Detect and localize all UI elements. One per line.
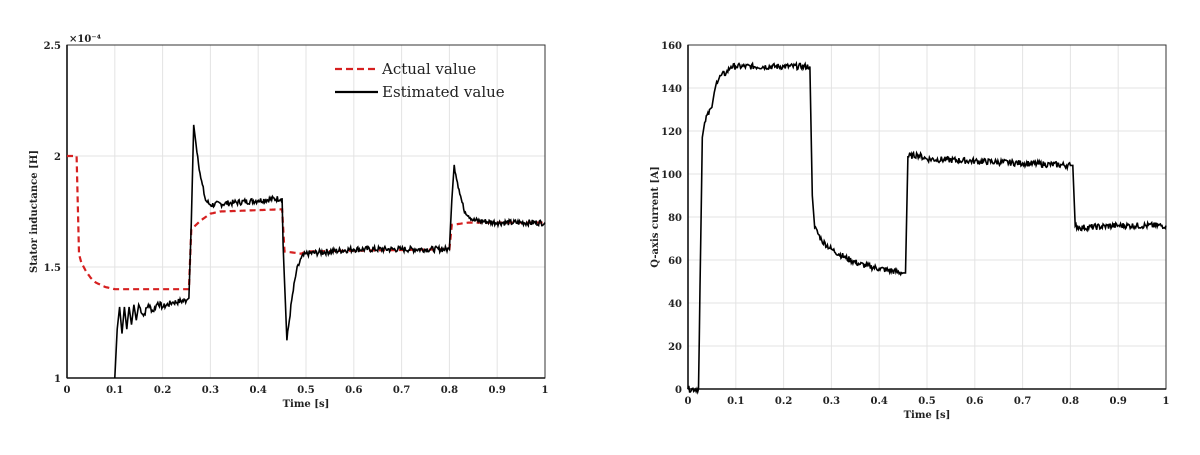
x-tick-label: 1 — [542, 385, 549, 396]
x-tick-label: 0.4 — [870, 396, 887, 407]
chart-2: 0 0.1 0.2 0.3 0.4 0.5 0.6 0.7 0.8 0.9 1 0 20 40 60 80 10… — [650, 41, 1169, 421]
legend-entry: Actual value — [381, 60, 476, 78]
y-tick-label: 2.5 — [44, 41, 61, 52]
x-tick-label: 0.4 — [249, 385, 266, 396]
x-tick-label: 0.6 — [966, 396, 983, 407]
series-line-2 — [114, 124, 546, 379]
x-tick-label: 0.3 — [202, 385, 219, 396]
y-tick-label: 40 — [668, 299, 682, 310]
x-axis-label: Time [s] — [283, 399, 330, 410]
y-tick-label: 160 — [661, 41, 682, 52]
y-tick-label: 60 — [668, 256, 682, 267]
x-tick-label: 0.2 — [775, 396, 792, 407]
chart-1: 0 0.1 0.2 0.3 0.4 0.5 0.6 0.7 0.8 0.9 1 1 1.5 2 2.5 Tim… — [29, 34, 548, 410]
x-tick-label: 0.5 — [918, 396, 935, 407]
y-axis-label: Q-axis current [A] — [650, 166, 661, 267]
x-tick-label: 0.2 — [154, 385, 171, 396]
x-tick-label: 0.7 — [393, 385, 410, 396]
y-axis-label: Stator inductance [H] — [29, 150, 40, 273]
y-tick-label: 0 — [675, 385, 682, 396]
legend: Actual value Estimated value — [335, 60, 505, 101]
x-tick-label: 0.9 — [488, 385, 505, 396]
series-line-1 — [687, 60, 1167, 395]
x-tick-label: 0.6 — [345, 385, 362, 396]
y-tick-label: 1.5 — [44, 263, 61, 274]
x-tick-label: 0.3 — [823, 396, 840, 407]
y-tick-label: 2 — [54, 152, 61, 163]
y-tick-label: 100 — [661, 170, 682, 181]
y-tick-label: 20 — [668, 342, 682, 353]
x-tick-label: 1 — [1163, 396, 1170, 407]
x-tick-label: 0.1 — [106, 385, 123, 396]
x-tick-label: 0 — [685, 396, 692, 407]
legend-entry: Estimated value — [382, 83, 505, 101]
x-tick-label: 0.7 — [1014, 396, 1031, 407]
x-tick-label: 0.8 — [1062, 396, 1079, 407]
y-tick-label: 120 — [661, 127, 682, 138]
x-tick-label: 0.8 — [441, 385, 458, 396]
y-tick-label: 80 — [668, 213, 682, 224]
x-axis-label: Time [s] — [904, 410, 951, 421]
series-line-1 — [67, 154, 545, 291]
y-tick-label: 140 — [661, 84, 682, 95]
x-tick-label: 0 — [64, 385, 71, 396]
x-tick-label: 0.5 — [297, 385, 314, 396]
x-tick-label: 0.1 — [727, 396, 744, 407]
y-exponent-label: ×10⁻⁴ — [69, 34, 102, 45]
y-tick-label: 1 — [54, 374, 61, 385]
x-tick-label: 0.9 — [1109, 396, 1126, 407]
